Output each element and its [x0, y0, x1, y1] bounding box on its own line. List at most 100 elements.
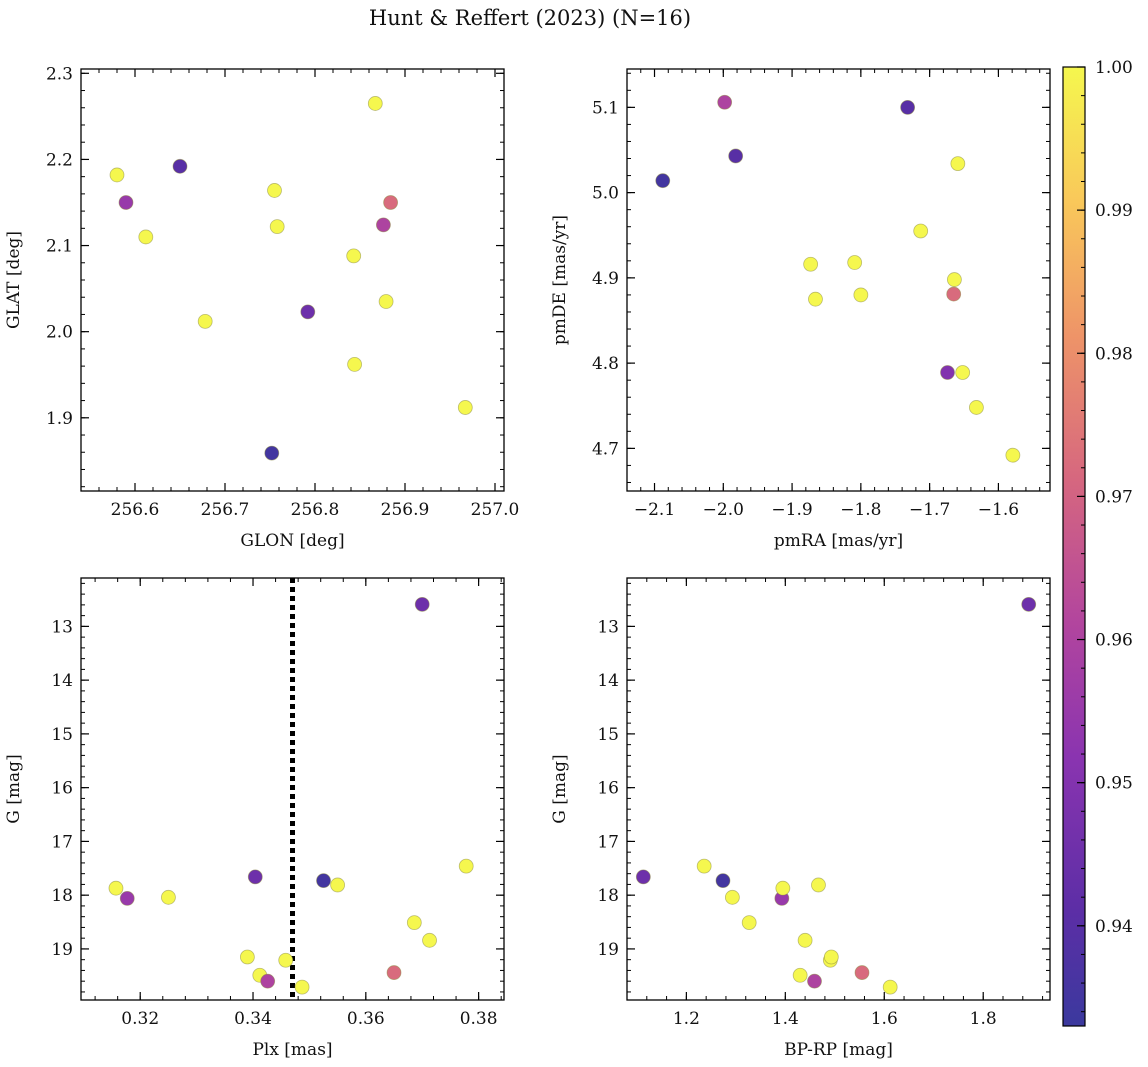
data-point	[946, 286, 962, 302]
data-point	[797, 932, 813, 948]
data-point	[1021, 596, 1037, 612]
y-tick-label: 2.0	[46, 323, 73, 343]
x-tick-label: 1.4	[772, 1009, 799, 1029]
data-point	[853, 287, 869, 303]
data-point	[316, 873, 331, 889]
data-point	[1005, 447, 1021, 463]
y-tick-label: 4.9	[592, 269, 619, 289]
y-tick-label: 18	[597, 886, 619, 906]
x-axis-label: pmRA [mas/yr]	[774, 531, 903, 551]
y-tick-label: 14	[597, 671, 619, 691]
colorbar-tick-label: 0.97	[1095, 487, 1133, 507]
data-point	[696, 858, 712, 874]
data-point	[347, 356, 363, 372]
x-tick-label: 1.6	[871, 1009, 898, 1029]
data-point	[346, 248, 362, 264]
data-point	[728, 148, 744, 164]
data-point	[294, 979, 310, 995]
y-tick-label: 1.9	[46, 409, 73, 429]
axes-frame	[626, 577, 1051, 1001]
colorbar-tick-label: 0.98	[1095, 344, 1133, 364]
data-point	[118, 195, 134, 210]
data-point	[946, 272, 962, 287]
y-tick-label: 5.1	[592, 98, 619, 118]
x-axis-label: Plx [mas]	[252, 1040, 332, 1060]
plot-area	[635, 596, 1037, 995]
y-tick-label: 17	[597, 832, 619, 852]
y-tick-label: 19	[51, 940, 73, 960]
y-tick-label: 14	[51, 671, 73, 691]
data-point	[724, 889, 740, 905]
data-point	[414, 596, 430, 612]
x-tick-label: 256.7	[201, 500, 250, 520]
data-point	[367, 96, 383, 111]
x-tick-label: −1.8	[840, 500, 881, 520]
data-point	[882, 979, 898, 995]
figure-title: Hunt & Reffert (2023) (N=16)	[368, 6, 692, 30]
y-tick-label: 18	[51, 886, 73, 906]
data-point	[330, 877, 346, 893]
data-point	[239, 949, 255, 965]
data-point	[775, 880, 791, 896]
colorbar-tick-label: 1.00	[1095, 58, 1133, 78]
data-point	[300, 304, 316, 320]
y-tick-label: 16	[597, 779, 619, 799]
subplot-3: 0.32 0.34 0.36 0.38 13 14 15 16 17 18 19 Plx [mas] G…	[4, 577, 505, 1060]
colorbar: 0.94 0.95 0.96 0.97 0.98 0.99 1.00	[1062, 58, 1133, 1027]
y-axis-label: pmDE [mas/yr]	[550, 215, 570, 345]
data-point	[717, 94, 733, 110]
data-point	[267, 183, 282, 198]
data-point	[803, 256, 819, 272]
x-axis-label: BP-RP [mag]	[784, 1040, 893, 1060]
x-tick-label: 1.2	[673, 1009, 700, 1029]
x-tick-label: 256.8	[291, 500, 340, 520]
subplot-1: 256.6 256.7 256.8 256.9 257.0 1.9 2.0 2.1 2.2 2.3…	[4, 64, 519, 551]
data-point	[655, 173, 671, 189]
y-tick-label: 15	[597, 725, 619, 745]
data-point	[457, 400, 473, 415]
data-point	[635, 869, 651, 885]
data-point	[458, 858, 474, 874]
data-point	[715, 873, 731, 889]
data-point	[264, 445, 280, 461]
plot-area	[109, 96, 473, 461]
data-point	[808, 291, 823, 307]
x-tick-label: −1.6	[978, 500, 1019, 520]
axes-frame	[626, 68, 1051, 492]
x-tick-label: 256.6	[111, 500, 160, 520]
data-point	[741, 915, 757, 930]
plot-area	[108, 578, 474, 1000]
x-axis-label: GLON [deg]	[240, 531, 344, 551]
data-point	[109, 167, 125, 183]
x-tick-label: 0.32	[121, 1009, 159, 1029]
y-tick-label: 15	[51, 725, 73, 745]
data-point	[383, 195, 399, 210]
y-tick-label: 2.1	[46, 237, 73, 257]
plot-area	[655, 94, 1021, 463]
x-tick-label: −1.9	[771, 500, 812, 520]
data-point	[854, 965, 870, 980]
data-point	[108, 880, 124, 896]
x-tick-label: 0.34	[234, 1009, 272, 1029]
colorbar-tick-label: 0.94	[1095, 917, 1133, 937]
y-tick-label: 13	[597, 617, 619, 637]
y-tick-label: 17	[51, 832, 73, 852]
x-tick-label: 1.8	[970, 1009, 997, 1029]
data-point	[247, 869, 263, 885]
y-tick-label: 2.2	[46, 150, 73, 170]
axes-frame	[80, 68, 505, 492]
x-tick-label: −2.0	[703, 500, 744, 520]
data-point	[119, 890, 135, 906]
data-point	[792, 967, 808, 983]
y-tick-label: 5.0	[592, 184, 619, 204]
x-tick-label: 257.0	[471, 500, 520, 520]
data-point	[847, 255, 863, 270]
subplot-4: 1.2 1.4 1.6 1.8 13 14 15 16 17 18 19 BP-RP [mag] G […	[550, 577, 1051, 1060]
data-point	[807, 973, 822, 989]
data-point	[172, 158, 188, 174]
data-point	[913, 223, 929, 239]
data-point	[197, 313, 213, 329]
x-tick-label: −2.1	[634, 500, 675, 520]
